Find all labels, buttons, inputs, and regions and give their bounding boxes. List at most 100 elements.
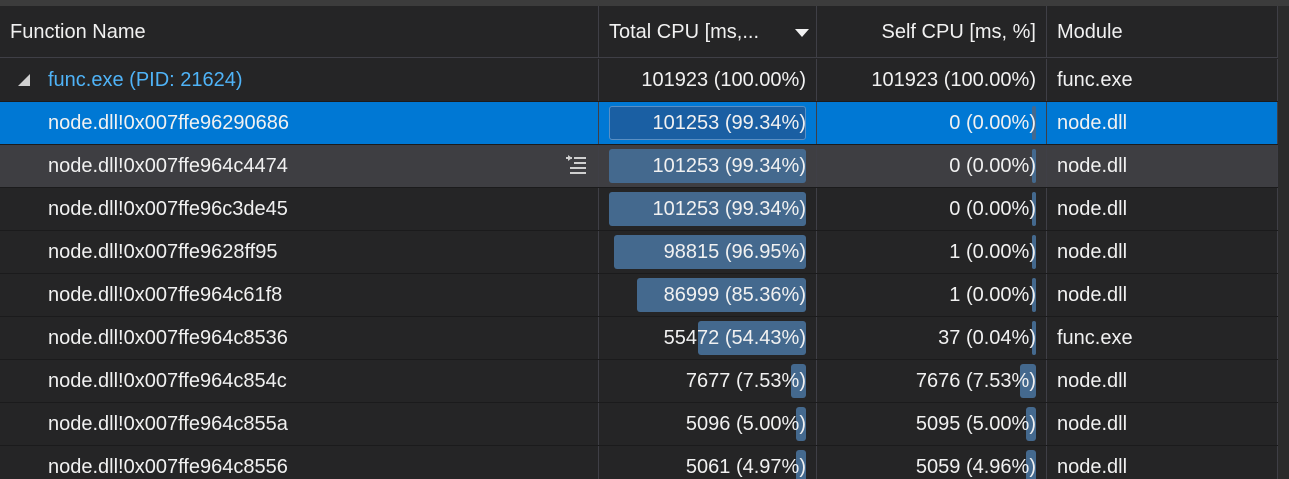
self-cpu-text: 5059 (4.96%) xyxy=(915,456,1036,478)
self-cpu-bar xyxy=(1032,149,1036,183)
self-cpu-cell: 0 (0.00%) xyxy=(817,145,1047,187)
total-cpu-cell: 101923 (100.00%) xyxy=(599,59,817,101)
top-bar xyxy=(0,0,1289,6)
total-cpu-cell: 98815 (96.95%) xyxy=(599,231,817,273)
module: func.exe xyxy=(1047,317,1278,359)
module: node.dll xyxy=(1047,274,1278,316)
total-cpu-cell: 101253 (99.34%) xyxy=(599,145,817,187)
table-row[interactable]: node.dll!0x007ffe964c854c 7677 (7.53%) 767… xyxy=(0,360,1278,403)
self-cpu-text: 5095 (5.00%) xyxy=(915,413,1036,435)
table-row[interactable]: node.dll!0x007ffe96c3de45 101253 (99.34%)… xyxy=(0,188,1278,231)
total-cpu-cell: 101253 (99.34%) xyxy=(599,188,817,230)
self-cpu-text: 0 (0.00%) xyxy=(949,155,1036,177)
table-row[interactable]: func.exe (PID: 21624) 101923 (100.00%) 101… xyxy=(0,59,1278,102)
header-text: Total CPU [ms,... xyxy=(609,21,760,43)
total-cpu-cell: 55472 (54.43%) xyxy=(599,317,817,359)
self-cpu-cell: 5059 (4.96%) xyxy=(817,446,1047,479)
function-name: node.dll!0x007ffe964c8536 xyxy=(0,317,599,359)
self-cpu-bar xyxy=(1025,450,1036,479)
total-cpu-text: 5061 (4.97%) xyxy=(685,456,806,478)
self-cpu-bar xyxy=(1020,364,1036,398)
module: func.exe xyxy=(1047,59,1278,101)
table-row[interactable]: node.dll!0x007ffe964c4474 101253 (99.34%)… xyxy=(0,145,1278,188)
table-row[interactable]: node.dll!0x007ffe964c8536 55472 (54.43%) 3… xyxy=(0,317,1278,360)
function-name: node.dll!0x007ffe964c855a xyxy=(0,403,599,445)
self-cpu-bar xyxy=(1032,192,1036,226)
function-name-text: func.exe (PID: 21624) xyxy=(48,69,243,91)
total-cpu-cell: 7677 (7.53%) xyxy=(599,360,817,402)
total-cpu-text: 101253 (99.34%) xyxy=(652,112,806,134)
self-cpu-cell: 37 (0.04%) xyxy=(817,317,1047,359)
total-cpu-bar xyxy=(791,364,806,398)
total-cpu-text: 98815 (96.95%) xyxy=(663,241,806,263)
function-name-text: node.dll!0x007ffe964c8536 xyxy=(48,327,288,349)
total-cpu-bar xyxy=(614,235,806,269)
total-cpu-cell: 101253 (99.34%) xyxy=(599,102,817,144)
total-cpu-text: 55472 (54.43%) xyxy=(663,327,806,349)
total-cpu-bar xyxy=(796,450,806,479)
module: node.dll xyxy=(1047,446,1278,479)
total-cpu-text: 5096 (5.00%) xyxy=(685,413,806,435)
self-cpu-text: 7676 (7.53%) xyxy=(915,370,1036,392)
function-name-text: node.dll!0x007ffe964c854c xyxy=(48,370,287,392)
self-cpu-cell: 5095 (5.00%) xyxy=(817,403,1047,445)
table-row[interactable]: node.dll!0x007ffe9628ff95 98815 (96.95%) 1… xyxy=(0,231,1278,274)
self-cpu-cell: 1 (0.00%) xyxy=(817,274,1047,316)
table-row[interactable]: node.dll!0x007ffe964c61f8 86999 (85.36%) 1… xyxy=(0,274,1278,317)
self-cpu-bar xyxy=(1032,235,1036,269)
function-name-text: node.dll!0x007ffe964c8556 xyxy=(48,456,288,478)
function-name-text: node.dll!0x007ffe96c3de45 xyxy=(48,198,288,220)
self-cpu-bar xyxy=(1025,407,1036,441)
function-name: node.dll!0x007ffe964c854c xyxy=(0,360,599,402)
total-cpu-bar xyxy=(637,278,806,312)
total-cpu-bar xyxy=(609,192,806,226)
self-cpu-text: 1 (0.00%) xyxy=(949,284,1036,306)
self-cpu-bar xyxy=(1032,106,1036,140)
scrollbar[interactable] xyxy=(1278,6,1289,479)
column-header[interactable]: Function Name xyxy=(0,6,599,58)
total-cpu-cell: 5096 (5.00%) xyxy=(599,403,817,445)
column-header[interactable]: Self CPU [ms, %] xyxy=(817,6,1047,58)
module: node.dll xyxy=(1047,102,1278,144)
self-cpu-cell: 101923 (100.00%) xyxy=(817,59,1047,101)
self-cpu-cell: 0 (0.00%) xyxy=(817,102,1047,144)
self-cpu-text: 101923 (100.00%) xyxy=(871,69,1036,91)
total-cpu-bar xyxy=(609,149,806,183)
self-cpu-bar xyxy=(1032,278,1036,312)
total-cpu-text: 101923 (100.00%) xyxy=(641,69,806,91)
total-cpu-cell: 86999 (85.36%) xyxy=(599,274,817,316)
function-name: node.dll!0x007ffe9628ff95 xyxy=(0,231,599,273)
function-name: node.dll!0x007ffe96290686 xyxy=(0,102,599,144)
self-cpu-bar xyxy=(1032,321,1036,355)
function-name-text: node.dll!0x007ffe964c61f8 xyxy=(48,284,283,306)
table-row[interactable]: node.dll!0x007ffe964c855a 5096 (5.00%) 509… xyxy=(0,403,1278,446)
function-name-text: node.dll!0x007ffe964c4474 xyxy=(48,155,288,177)
total-cpu-text: 101253 (99.34%) xyxy=(652,155,806,177)
function-name-text: node.dll!0x007ffe9628ff95 xyxy=(48,241,278,263)
total-cpu-cell: 5061 (4.97%) xyxy=(599,446,817,479)
self-cpu-text: 1 (0.00%) xyxy=(949,241,1036,263)
function-name-text: node.dll!0x007ffe96290686 xyxy=(48,112,289,134)
table-row[interactable]: node.dll!0x007ffe96290686 101253 (99.34%)… xyxy=(0,102,1278,145)
module: node.dll xyxy=(1047,145,1278,187)
function-name-text: node.dll!0x007ffe964c855a xyxy=(48,413,288,435)
self-cpu-text: 37 (0.04%) xyxy=(938,327,1036,349)
self-cpu-text: 0 (0.00%) xyxy=(949,198,1036,220)
collapse-icon[interactable] xyxy=(18,73,32,87)
sort-arrow xyxy=(795,29,809,37)
hot-path-icon[interactable] xyxy=(566,155,588,177)
total-cpu-bar xyxy=(698,321,806,355)
table-row[interactable]: node.dll!0x007ffe964c8556 5061 (4.97%) 505… xyxy=(0,446,1278,479)
function-name: func.exe (PID: 21624) xyxy=(0,59,599,101)
module: node.dll xyxy=(1047,231,1278,273)
function-name: node.dll!0x007ffe96c3de45 xyxy=(0,188,599,230)
self-cpu-cell: 7676 (7.53%) xyxy=(817,360,1047,402)
self-cpu-text: 0 (0.00%) xyxy=(949,112,1036,134)
self-cpu-cell: 1 (0.00%) xyxy=(817,231,1047,273)
column-header[interactable]: Total CPU [ms,... xyxy=(599,6,817,58)
total-cpu-text: 7677 (7.53%) xyxy=(685,370,806,392)
column-header[interactable]: Module xyxy=(1047,6,1278,58)
module: node.dll xyxy=(1047,360,1278,402)
function-name: node.dll!0x007ffe964c4474 xyxy=(0,145,599,187)
